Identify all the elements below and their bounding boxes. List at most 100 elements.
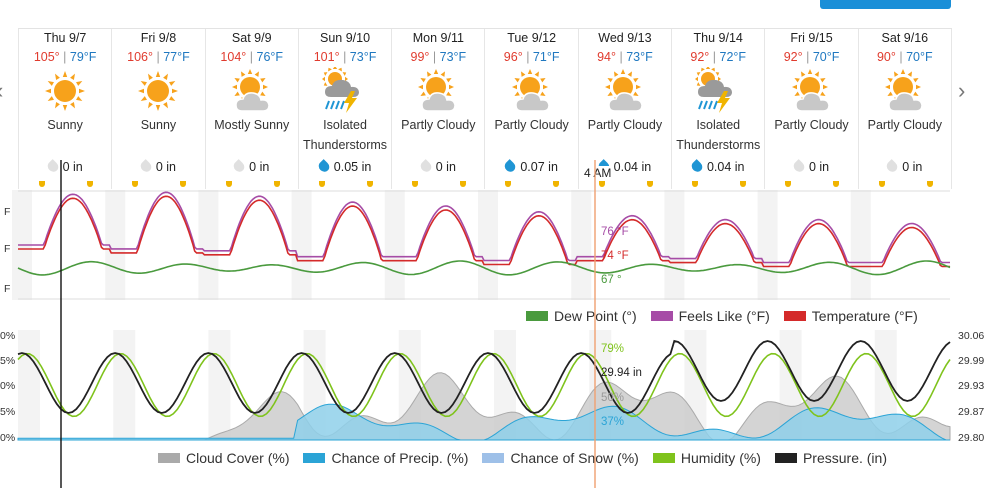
day-column[interactable]: Thu 9/14 92° | 72°F Isolated Thunderstorms… — [671, 29, 764, 189]
axis-left-label: 5% — [0, 406, 16, 418]
precip-chance-area — [17, 403, 950, 441]
axis-top-label-3: F — [4, 283, 11, 295]
day-temps: 101° | 73°F — [313, 50, 377, 64]
precip-amount: 0.04 in — [579, 159, 671, 174]
day-name: Thu 9/14 — [693, 31, 743, 45]
night-band — [571, 190, 592, 300]
raindrop-icon — [45, 159, 60, 174]
condition-text: Partly Cloudy — [401, 118, 476, 132]
feels-like-readout: 76 °F — [601, 226, 629, 238]
precip-value: 0 in — [62, 160, 83, 174]
condition-text: Partly Cloudy — [867, 118, 942, 132]
temperature-chart[interactable] — [0, 190, 1000, 300]
precip-value: 0 in — [155, 160, 177, 174]
day-temps: 104° | 76°F — [220, 50, 284, 64]
raindrop-icon — [791, 159, 807, 174]
raindrop-icon — [418, 159, 434, 174]
legend-item[interactable]: Cloud Cover (%) — [158, 450, 289, 466]
legend-label: Feels Like (°F) — [678, 308, 770, 324]
day-temps: 92° | 72°F — [690, 50, 747, 64]
legend-item[interactable]: Dew Point (°) — [526, 308, 637, 324]
legend-swatch — [158, 453, 180, 463]
day-name: Wed 9/13 — [598, 31, 652, 45]
chevron-right-icon[interactable]: › — [958, 78, 966, 103]
day-column[interactable]: Sat 9/16 90° | 70°F Partly Cloudy 0 in — [857, 29, 952, 191]
raindrop-icon — [884, 159, 900, 174]
night-band — [113, 330, 136, 440]
sunrise-sunset-markers — [859, 181, 951, 191]
day-column[interactable]: Mon 9/11 99° | 73°F Partly Cloudy 0 in — [391, 29, 484, 189]
low-temp: 76°F — [256, 50, 284, 64]
precip-amount: 0 in — [859, 159, 951, 174]
sunrise-sunset-markers — [206, 181, 298, 191]
temperature-readout: 74 °F — [601, 250, 629, 262]
sunrise-sunset-markers — [485, 181, 577, 191]
legend-item[interactable]: Chance of Snow (%) — [482, 450, 639, 466]
precip-value: 0.04 in — [613, 160, 652, 174]
night-band — [664, 190, 685, 300]
day-column[interactable]: Fri 9/8 106° | 77°F Sunny 0 in — [111, 29, 204, 189]
day-temps: 92° | 70°F — [783, 50, 840, 64]
legend-item[interactable]: Humidity (%) — [652, 450, 761, 466]
partly-cloudy-icon — [579, 67, 671, 115]
precip-amount: 0 in — [19, 159, 111, 174]
legend-item[interactable]: Pressure. (in) — [774, 450, 887, 466]
axis-right-label: 29.80 — [958, 432, 985, 444]
low-temp: 71°F — [532, 50, 560, 64]
top-chart-legend: Dew Point (°) Feels Like (°F) Temperature … — [526, 308, 918, 324]
partly-cloudy-icon — [765, 67, 857, 115]
precip-amount: 0 in — [765, 159, 857, 174]
chevron-left-icon[interactable]: ‹ — [0, 78, 3, 104]
day-column[interactable]: Thu 9/7 105° | 79°F Sunny 0 in — [18, 29, 111, 189]
conditions-chart[interactable] — [0, 330, 1000, 446]
dew-point-line — [17, 260, 951, 276]
condition-text: Sunny — [140, 118, 177, 132]
humidity-readout: 79% — [601, 343, 625, 355]
night-band — [208, 330, 231, 440]
legend-item[interactable]: Temperature (°F) — [783, 308, 918, 324]
condition-text: Partly Cloudy — [774, 118, 849, 132]
day-temps: 106° | 77°F — [127, 50, 190, 64]
day-column[interactable]: Fri 9/15 92° | 70°F Partly Cloudy 0 in — [764, 29, 857, 189]
thunderstorm-icon — [672, 67, 764, 115]
sunrise-sunset-markers — [299, 181, 391, 191]
condition-text: Mostly Sunny — [214, 118, 290, 132]
high-temp: 106° — [127, 50, 153, 64]
precip-amount: 0 in — [206, 159, 298, 174]
partly-cloudy-icon — [206, 67, 298, 115]
condition-text: Isolated Thunderstorms — [676, 118, 761, 152]
sun-icon — [19, 67, 111, 115]
partly-cloudy-icon — [485, 67, 577, 115]
day-column[interactable]: Wed 9/13 94° | 73°F Partly Cloudy 0.04 in — [577, 29, 671, 189]
bottom-chart-legend: Cloud Cover (%) Chance of Precip. (%) Chan… — [158, 450, 887, 466]
day-column[interactable]: Sat 9/9 104° | 76°F Mostly Sunny 0 in — [204, 29, 298, 191]
day-name: Fri 9/8 — [140, 31, 177, 45]
high-temp: 105° — [33, 50, 60, 64]
day-column[interactable]: Tue 9/12 96° | 71°F Partly Cloudy 0.07 in — [484, 29, 577, 189]
day-column[interactable]: Sun 9/10 101° | 73°F Isolated Thunderstorm… — [297, 29, 391, 191]
axis-top-label-2: F — [4, 243, 11, 255]
low-temp: 79°F — [69, 50, 97, 64]
condition-text: Isolated Thunderstorms — [303, 118, 388, 152]
high-temp: 92° — [783, 50, 803, 64]
humidity-line — [17, 352, 951, 418]
axis-right-label: 29.93 — [958, 380, 985, 392]
sun-icon — [112, 67, 204, 115]
precip-value: 0.07 in — [520, 160, 558, 174]
partly-cloudy-icon — [859, 67, 951, 115]
axis-right-label: 29.99 — [958, 355, 985, 367]
condition-text: Partly Cloudy — [494, 118, 569, 132]
legend-item[interactable]: Chance of Precip. (%) — [303, 450, 468, 466]
legend-item[interactable]: Feels Like (°F) — [650, 308, 770, 324]
raindrop-icon — [502, 159, 518, 174]
day-temps: 94° | 73°F — [597, 50, 653, 64]
pressure-line — [17, 339, 951, 414]
low-temp: 70°F — [812, 50, 840, 64]
axis-right-label: 29.87 — [958, 406, 985, 418]
pressure-readout: 29.94 in — [601, 367, 642, 379]
axis-right-label: 30.06 — [958, 330, 985, 342]
high-temp: 90° — [876, 50, 896, 64]
top-action-button[interactable] — [820, 0, 951, 9]
raindrop-icon — [689, 159, 705, 174]
axis-left-label: 0% — [0, 380, 16, 392]
